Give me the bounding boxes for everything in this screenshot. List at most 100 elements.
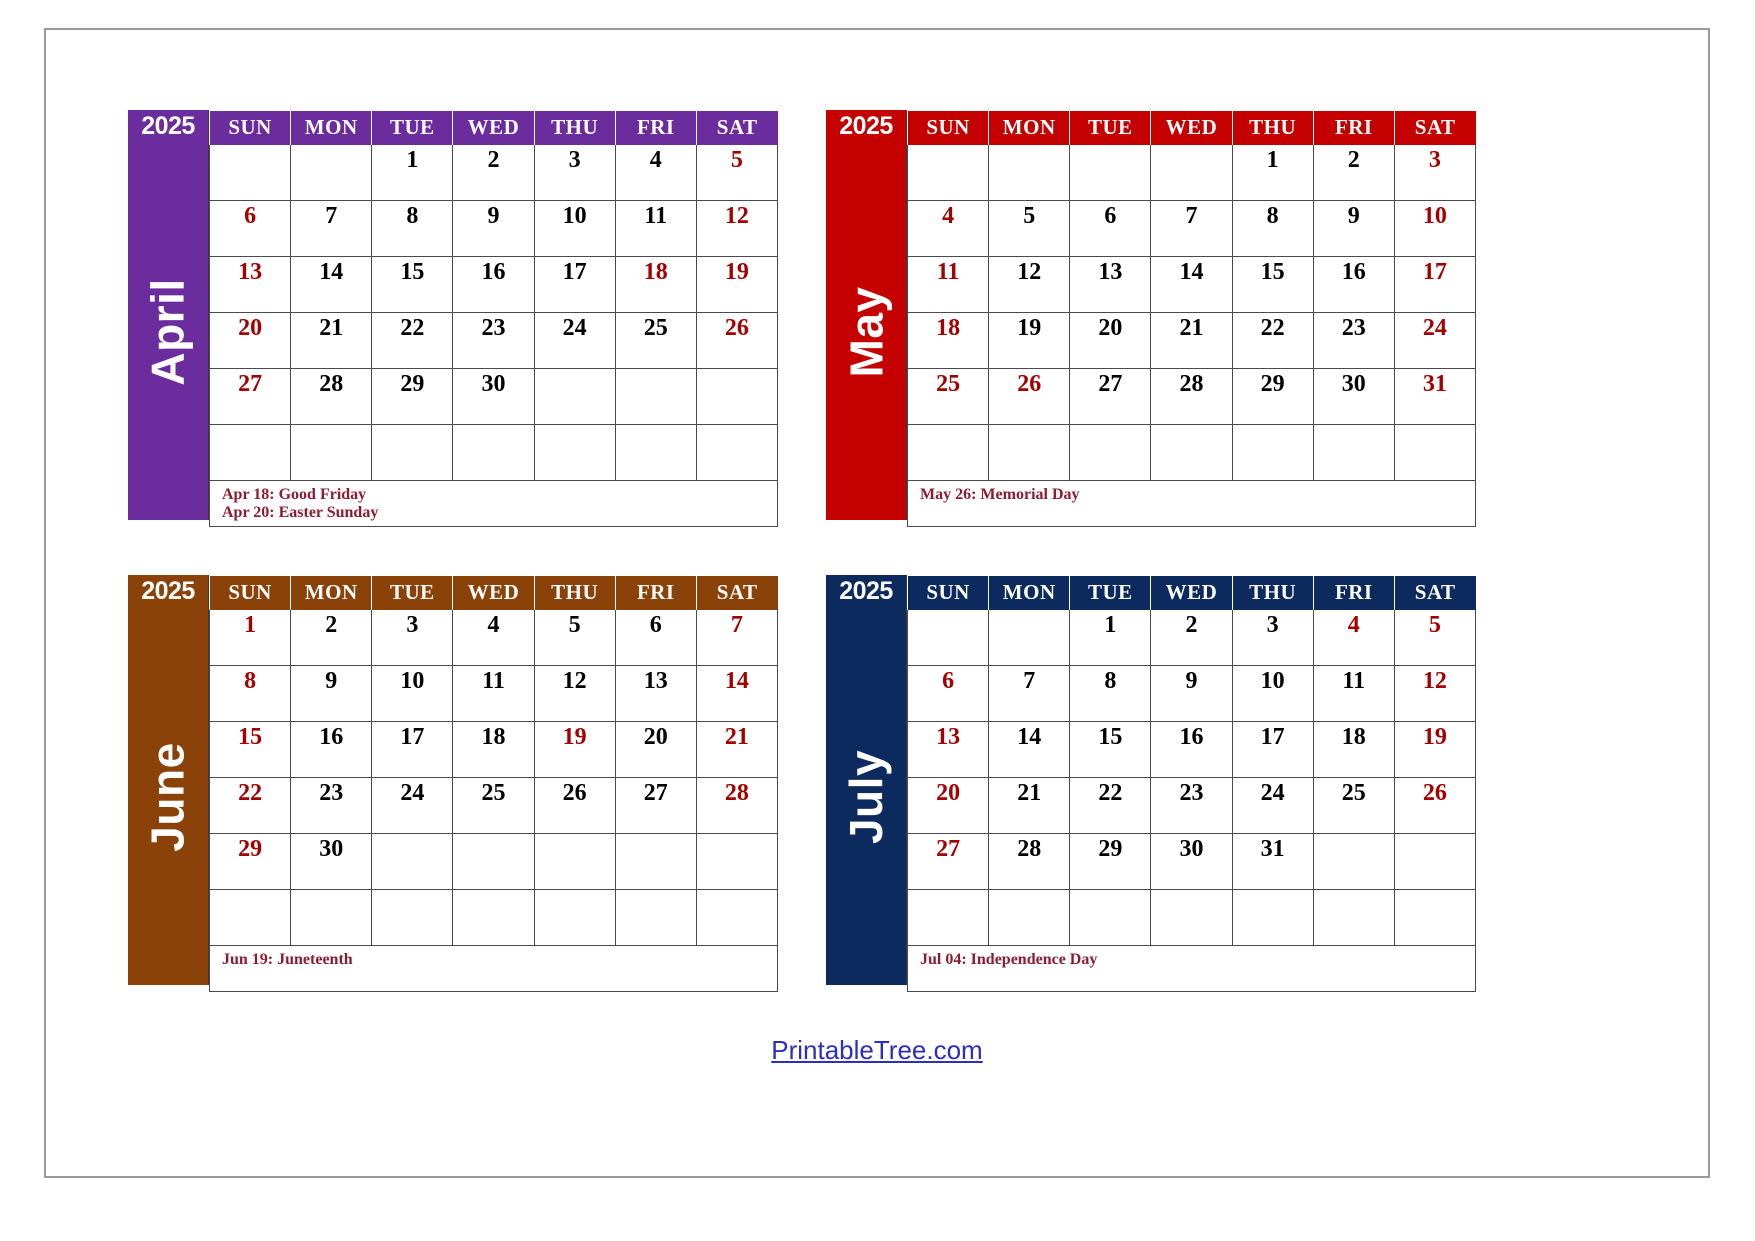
printabletree-link[interactable]: PrintableTree.com bbox=[771, 1035, 983, 1065]
day-cell-empty[interactable] bbox=[1150, 889, 1233, 946]
day-cell[interactable]: 14 bbox=[988, 721, 1071, 778]
day-cell-empty[interactable] bbox=[452, 889, 535, 946]
day-cell-empty[interactable] bbox=[988, 609, 1071, 666]
day-cell[interactable]: 24 bbox=[533, 312, 616, 369]
day-cell[interactable]: 10 bbox=[1393, 200, 1477, 257]
day-cell[interactable]: 24 bbox=[1231, 777, 1314, 834]
day-cell[interactable]: 21 bbox=[988, 777, 1071, 834]
day-cell[interactable]: 29 bbox=[371, 368, 454, 425]
day-cell[interactable]: 2 bbox=[1150, 609, 1233, 666]
day-cell[interactable]: 24 bbox=[371, 777, 454, 834]
day-cell[interactable]: 3 bbox=[1231, 609, 1314, 666]
day-cell-empty[interactable] bbox=[1393, 833, 1477, 890]
day-cell[interactable]: 8 bbox=[371, 200, 454, 257]
day-cell[interactable]: 23 bbox=[290, 777, 373, 834]
day-cell[interactable]: 19 bbox=[533, 721, 616, 778]
day-cell[interactable]: 29 bbox=[1231, 368, 1314, 425]
day-cell[interactable]: 3 bbox=[533, 144, 616, 201]
day-cell[interactable]: 25 bbox=[452, 777, 535, 834]
day-cell-empty[interactable] bbox=[1150, 424, 1233, 481]
day-cell[interactable]: 29 bbox=[1069, 833, 1152, 890]
day-cell[interactable]: 15 bbox=[208, 721, 292, 778]
day-cell[interactable]: 3 bbox=[1393, 144, 1477, 201]
day-cell-empty[interactable] bbox=[371, 889, 454, 946]
day-cell[interactable]: 10 bbox=[533, 200, 616, 257]
day-cell[interactable]: 5 bbox=[695, 144, 779, 201]
day-cell[interactable]: 12 bbox=[695, 200, 779, 257]
day-cell[interactable]: 12 bbox=[988, 256, 1071, 313]
day-cell[interactable]: 13 bbox=[614, 665, 697, 722]
day-cell-empty[interactable] bbox=[533, 833, 616, 890]
day-cell[interactable]: 23 bbox=[1312, 312, 1395, 369]
day-cell[interactable]: 16 bbox=[1312, 256, 1395, 313]
day-cell-empty[interactable] bbox=[290, 424, 373, 481]
day-cell[interactable]: 5 bbox=[988, 200, 1071, 257]
day-cell[interactable]: 16 bbox=[452, 256, 535, 313]
day-cell-empty[interactable] bbox=[695, 889, 779, 946]
day-cell[interactable]: 7 bbox=[695, 609, 779, 666]
day-cell-empty[interactable] bbox=[371, 424, 454, 481]
day-cell[interactable]: 17 bbox=[371, 721, 454, 778]
day-cell[interactable]: 14 bbox=[695, 665, 779, 722]
day-cell-empty[interactable] bbox=[290, 889, 373, 946]
day-cell-empty[interactable] bbox=[906, 144, 990, 201]
day-cell[interactable]: 11 bbox=[614, 200, 697, 257]
day-cell[interactable]: 10 bbox=[1231, 665, 1314, 722]
day-cell[interactable]: 18 bbox=[452, 721, 535, 778]
day-cell-empty[interactable] bbox=[695, 833, 779, 890]
day-cell-empty[interactable] bbox=[988, 144, 1071, 201]
day-cell[interactable]: 21 bbox=[695, 721, 779, 778]
day-cell[interactable]: 4 bbox=[1312, 609, 1395, 666]
day-cell[interactable]: 9 bbox=[1312, 200, 1395, 257]
day-cell-empty[interactable] bbox=[1312, 833, 1395, 890]
day-cell[interactable]: 9 bbox=[452, 200, 535, 257]
day-cell[interactable]: 22 bbox=[1069, 777, 1152, 834]
day-cell[interactable]: 20 bbox=[614, 721, 697, 778]
day-cell[interactable]: 25 bbox=[1312, 777, 1395, 834]
day-cell[interactable]: 14 bbox=[1150, 256, 1233, 313]
day-cell[interactable]: 29 bbox=[208, 833, 292, 890]
day-cell-empty[interactable] bbox=[614, 368, 697, 425]
day-cell[interactable]: 18 bbox=[906, 312, 990, 369]
day-cell-empty[interactable] bbox=[1231, 889, 1314, 946]
day-cell-empty[interactable] bbox=[906, 889, 990, 946]
day-cell[interactable]: 22 bbox=[208, 777, 292, 834]
day-cell[interactable]: 28 bbox=[695, 777, 779, 834]
day-cell[interactable]: 12 bbox=[1393, 665, 1477, 722]
day-cell-empty[interactable] bbox=[1231, 424, 1314, 481]
day-cell[interactable]: 23 bbox=[1150, 777, 1233, 834]
day-cell-empty[interactable] bbox=[988, 424, 1071, 481]
day-cell-empty[interactable] bbox=[1069, 889, 1152, 946]
day-cell[interactable]: 15 bbox=[371, 256, 454, 313]
day-cell[interactable]: 7 bbox=[988, 665, 1071, 722]
day-cell[interactable]: 7 bbox=[290, 200, 373, 257]
day-cell[interactable]: 26 bbox=[1393, 777, 1477, 834]
day-cell[interactable]: 31 bbox=[1393, 368, 1477, 425]
day-cell[interactable]: 6 bbox=[208, 200, 292, 257]
day-cell[interactable]: 22 bbox=[371, 312, 454, 369]
day-cell[interactable]: 1 bbox=[1231, 144, 1314, 201]
day-cell[interactable]: 21 bbox=[290, 312, 373, 369]
day-cell[interactable]: 15 bbox=[1069, 721, 1152, 778]
day-cell[interactable]: 26 bbox=[695, 312, 779, 369]
day-cell-empty[interactable] bbox=[1393, 889, 1477, 946]
day-cell[interactable]: 9 bbox=[290, 665, 373, 722]
day-cell[interactable]: 6 bbox=[906, 665, 990, 722]
day-cell[interactable]: 14 bbox=[290, 256, 373, 313]
day-cell[interactable]: 5 bbox=[1393, 609, 1477, 666]
day-cell[interactable]: 9 bbox=[1150, 665, 1233, 722]
day-cell-empty[interactable] bbox=[695, 424, 779, 481]
day-cell[interactable]: 30 bbox=[1150, 833, 1233, 890]
day-cell[interactable]: 2 bbox=[1312, 144, 1395, 201]
day-cell[interactable]: 1 bbox=[208, 609, 292, 666]
day-cell[interactable]: 19 bbox=[695, 256, 779, 313]
day-cell[interactable]: 8 bbox=[1069, 665, 1152, 722]
day-cell[interactable]: 25 bbox=[906, 368, 990, 425]
day-cell[interactable]: 4 bbox=[906, 200, 990, 257]
day-cell-empty[interactable] bbox=[452, 424, 535, 481]
day-cell-empty[interactable] bbox=[208, 889, 292, 946]
day-cell[interactable]: 28 bbox=[988, 833, 1071, 890]
day-cell[interactable]: 19 bbox=[1393, 721, 1477, 778]
day-cell[interactable]: 4 bbox=[614, 144, 697, 201]
day-cell[interactable]: 20 bbox=[208, 312, 292, 369]
